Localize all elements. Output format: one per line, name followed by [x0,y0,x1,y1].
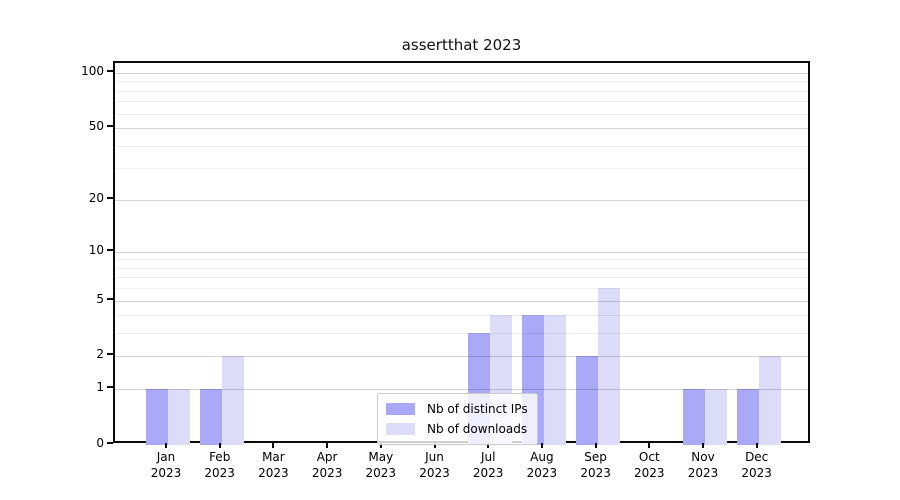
gridline-minor [115,90,808,92]
legend-label: Nb of distinct IPs [427,402,528,416]
x-tick-label: Feb 2023 [204,450,235,480]
x-tick-label: Mar 2023 [258,450,289,480]
gridline-minor [115,333,808,335]
gridline-major [115,199,808,201]
y-tick-label: 2 [96,347,104,362]
y-tick-mark [107,69,113,72]
y-tick-label: 20 [88,190,104,205]
bar-Jan-2023-s1 [168,389,190,445]
gridline-minor [115,315,808,317]
y-tick-mark [107,125,113,128]
x-tick-mark [702,443,704,448]
gridline-minor [115,113,808,115]
legend: Nb of distinct IPs Nb of downloads [377,393,538,445]
bar-Sep-2023-s0 [575,356,598,445]
legend-row: Nb of downloads [386,419,528,439]
bar-Jan-2023-s0 [146,389,168,445]
gridline-minor [115,101,808,103]
x-tick-label: Sep 2023 [580,450,611,480]
gridline-minor [115,259,808,261]
x-tick-mark [165,443,167,448]
bar-Nov-2023-s0 [683,389,705,445]
y-tick-label: 50 [88,119,104,134]
gridline-major [115,251,808,253]
x-tick-label: Jun 2023 [419,450,450,480]
y-tick-label: 0 [96,436,104,450]
x-tick-mark [540,443,543,448]
y-tick-mark [107,386,113,389]
y-tick-mark [107,196,113,199]
y-tick-label: 10 [88,242,104,257]
gridline-major [115,128,808,130]
gridline-major [115,356,808,358]
gridline-minor [115,81,808,83]
gridline-minor [115,145,808,147]
bar-Sep-2023-s1 [597,288,620,445]
y-tick-mark [107,353,113,356]
x-tick-mark [487,443,490,448]
x-tick-label: Jan 2023 [150,450,182,480]
gridline-major [115,300,808,302]
x-tick-label: Apr 2023 [311,450,343,480]
x-tick-mark [326,443,329,448]
x-tick-mark [433,443,436,448]
legend-swatch [386,403,415,415]
gridline-minor [115,168,808,170]
x-tick-label: May 2023 [365,450,397,480]
y-tick-label: 1 [96,380,104,395]
y-tick-mark [107,248,113,251]
bar-Dec-2023-s1 [758,356,781,445]
x-tick-mark [755,443,758,448]
y-tick-label: 5 [96,291,104,306]
legend-label: Nb of downloads [427,422,528,436]
y-tick-mark [107,442,113,444]
legend-row: Nb of distinct IPs [386,399,528,419]
gridline-minor [115,288,808,290]
x-tick-mark [648,443,651,448]
x-tick-label: Dec 2023 [741,450,772,480]
y-tick-label: 100 [81,63,104,78]
gridline-minor [115,267,808,269]
x-tick-label: Aug 2023 [526,450,558,480]
gridline-minor [115,277,808,279]
bar-Dec-2023-s0 [736,389,759,445]
x-tick-mark [594,443,597,448]
x-tick-label: Nov 2023 [687,450,719,480]
legend-swatch [386,423,415,435]
x-tick-mark [272,443,275,448]
bar-Aug-2023-s1 [543,315,566,445]
plot-area [113,61,810,445]
bar-Feb-2023-s0 [199,389,222,445]
gridline-major [115,389,808,391]
chart-title: assertthat 2023 [401,36,522,54]
bar-Feb-2023-s1 [221,356,244,445]
x-tick-mark [218,443,221,448]
y-tick-mark [107,297,113,300]
gridline-major [115,72,808,74]
x-tick-label: Jul 2023 [472,450,504,480]
x-tick-label: Oct 2023 [634,450,665,480]
x-tick-mark [379,443,382,448]
bar-Nov-2023-s1 [705,389,727,445]
